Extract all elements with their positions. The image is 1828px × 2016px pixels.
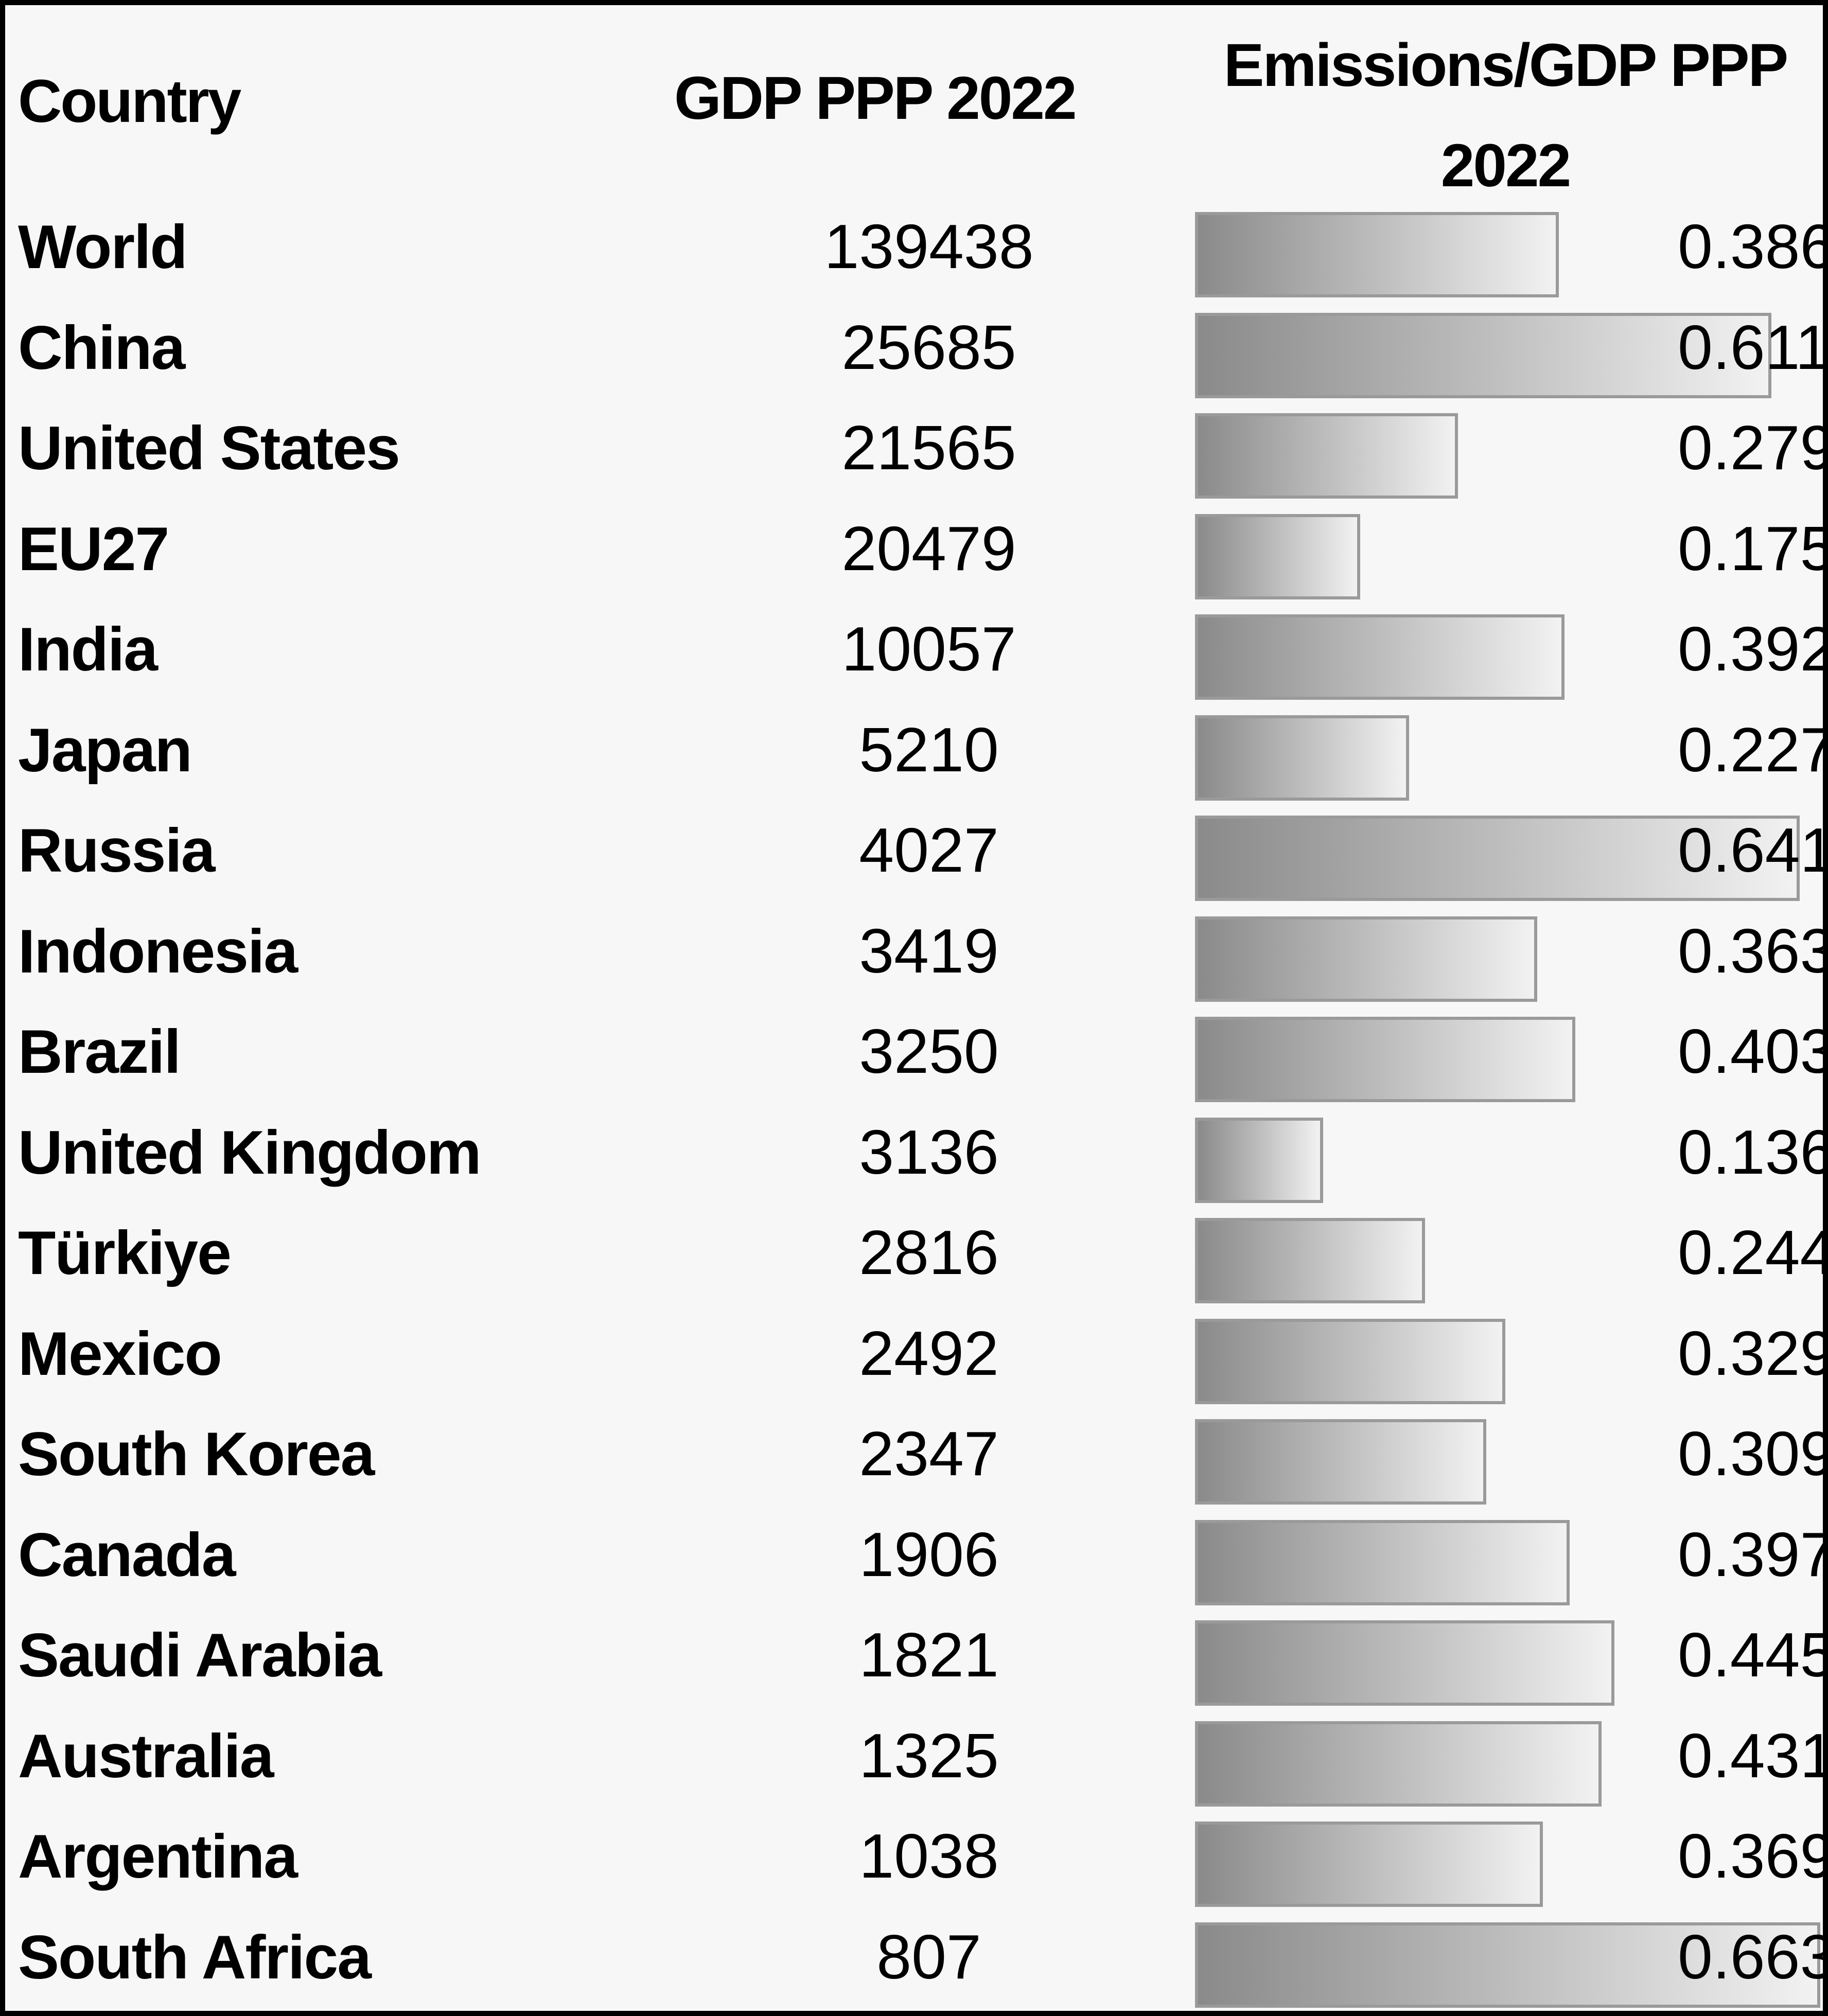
intensity-bar xyxy=(1195,1318,1505,1404)
gdp-value: 807 xyxy=(876,1921,981,1992)
intensity-value: 0.309 xyxy=(1678,1419,1828,1489)
table-row: Brazil 3250 0.403 xyxy=(5,1005,1823,1106)
intensity-bar xyxy=(1195,1218,1425,1303)
intensity-value: 0.445 xyxy=(1678,1620,1828,1690)
intensity-bar xyxy=(1195,1721,1602,1807)
intensity-value: 0.403 xyxy=(1678,1016,1828,1086)
intensity-value: 0.392 xyxy=(1678,614,1828,684)
table-row: Canada 1906 0.397 xyxy=(5,1509,1823,1609)
table-row: Indonesia 3419 0.363 xyxy=(5,905,1823,1005)
table-row: World 139438 0.386 xyxy=(5,201,1823,301)
table-row: United States 21565 0.279 xyxy=(5,402,1823,502)
gdp-value: 4027 xyxy=(859,815,999,885)
intensity-value: 0.663 xyxy=(1678,1921,1828,1992)
country-label: World xyxy=(18,213,188,281)
gdp-value: 2492 xyxy=(859,1318,999,1388)
intensity-bar xyxy=(1195,916,1537,1002)
gdp-value: 2816 xyxy=(859,1217,999,1287)
intensity-bar xyxy=(1195,614,1565,700)
intensity-bar xyxy=(1195,1419,1486,1505)
gdp-value: 3419 xyxy=(859,915,999,986)
gdp-value: 25685 xyxy=(841,312,1016,382)
country-label: Brazil xyxy=(18,1017,181,1086)
intensity-value: 0.397 xyxy=(1678,1519,1828,1589)
gdp-value: 20479 xyxy=(841,513,1016,583)
table-row: Russia 4027 0.641 xyxy=(5,804,1823,905)
intensity-value: 0.431 xyxy=(1678,1720,1828,1791)
country-label: Mexico xyxy=(18,1319,222,1388)
table-row: Saudi Arabia 1821 0.445 xyxy=(5,1609,1823,1709)
country-label: South Korea xyxy=(18,1420,375,1489)
intensity-value: 0.329 xyxy=(1678,1318,1828,1388)
country-label: Saudi Arabia xyxy=(18,1621,382,1690)
country-label: India xyxy=(18,615,158,684)
table-row: Japan 5210 0.227 xyxy=(5,704,1823,804)
gdp-value: 1906 xyxy=(859,1519,999,1589)
intensity-value: 0.136 xyxy=(1678,1117,1828,1187)
country-label: Argentina xyxy=(18,1822,298,1891)
table-row: EU27 20479 0.175 xyxy=(5,503,1823,603)
intensity-value: 0.363 xyxy=(1678,915,1828,986)
intensity-bar xyxy=(1195,1117,1323,1203)
gdp-value: 5210 xyxy=(859,714,999,785)
intensity-value: 0.279 xyxy=(1678,413,1828,483)
intensity-value: 0.175 xyxy=(1678,513,1828,583)
table-row: South Africa 807 0.663 xyxy=(5,1911,1823,2011)
table-row: India 10057 0.392 xyxy=(5,603,1823,703)
intensity-value: 0.244 xyxy=(1678,1217,1828,1287)
gdp-value: 1821 xyxy=(859,1620,999,1690)
intensity-value: 0.641 xyxy=(1678,815,1828,885)
country-label: Türkiye xyxy=(18,1218,232,1287)
gdp-value: 1038 xyxy=(859,1821,999,1891)
intensity-bar xyxy=(1195,715,1409,801)
header-country: Country xyxy=(18,67,241,135)
country-label: United States xyxy=(18,414,400,483)
gdp-value: 3250 xyxy=(859,1016,999,1086)
intensity-bar xyxy=(1195,514,1360,599)
intensity-bar xyxy=(1195,1922,1820,2008)
gdp-value: 10057 xyxy=(841,614,1016,684)
country-label: United Kingdom xyxy=(18,1118,482,1187)
country-label: South Africa xyxy=(18,1922,372,1992)
table-row: Mexico 2492 0.329 xyxy=(5,1307,1823,1408)
gdp-value: 21565 xyxy=(841,413,1016,483)
table-row: Türkiye 2816 0.244 xyxy=(5,1207,1823,1307)
country-label: Japan xyxy=(18,715,192,785)
table-row: South Korea 2347 0.309 xyxy=(5,1408,1823,1508)
country-label: Russia xyxy=(18,816,216,885)
gdp-value: 2347 xyxy=(859,1419,999,1489)
gdp-value: 1325 xyxy=(859,1720,999,1791)
table-row: Australia 1325 0.431 xyxy=(5,1710,1823,1810)
intensity-bar xyxy=(1195,816,1800,901)
intensity-value: 0.611 xyxy=(1678,312,1828,382)
country-label: Australia xyxy=(18,1721,274,1791)
country-label: China xyxy=(18,313,185,382)
table-row: China 25685 0.611 xyxy=(5,302,1823,402)
header-emissions-per-gdp: Emissions/GDP PPP 2022 xyxy=(1223,31,1789,200)
country-label: EU27 xyxy=(18,514,169,583)
intensity-bar xyxy=(1195,212,1559,297)
country-label: Canada xyxy=(18,1520,236,1589)
intensity-value: 0.386 xyxy=(1678,211,1828,281)
intensity-bar xyxy=(1195,312,1771,398)
intensity-bar xyxy=(1195,1822,1543,1907)
header-gdp-ppp: GDP PPP 2022 xyxy=(674,64,1077,132)
table-row: Argentina 1038 0.369 xyxy=(5,1810,1823,1911)
country-label: Indonesia xyxy=(18,916,298,986)
intensity-bar xyxy=(1195,1519,1570,1605)
intensity-bar xyxy=(1195,413,1458,499)
intensity-value: 0.227 xyxy=(1678,714,1828,785)
gdp-value: 139438 xyxy=(824,211,1034,281)
table-row: United Kingdom 3136 0.136 xyxy=(5,1106,1823,1207)
intensity-value: 0.369 xyxy=(1678,1821,1828,1891)
gdp-value: 3136 xyxy=(859,1117,999,1187)
intensity-bar xyxy=(1195,1620,1614,1706)
intensity-bar xyxy=(1195,1017,1575,1102)
